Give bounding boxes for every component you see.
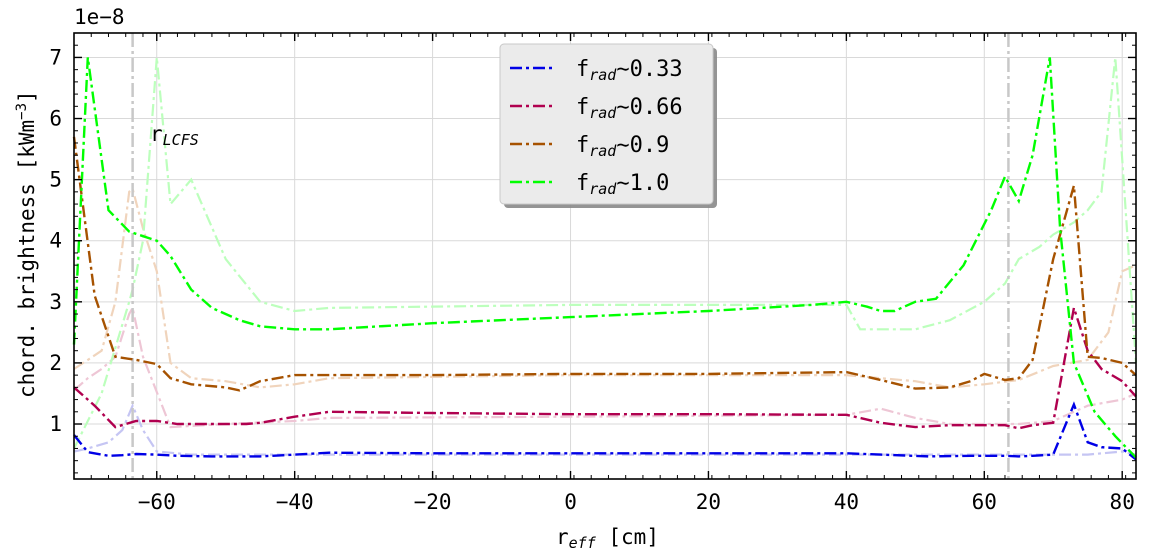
lcfs-annotation: rLCFS bbox=[150, 122, 199, 149]
legend-box bbox=[499, 43, 714, 205]
legend: frad∼0.33 frad∼0.66 frad∼0.9 frad∼1.0 bbox=[499, 43, 717, 208]
faint-series-line-2 bbox=[73, 186, 1137, 389]
legend-label-0: frad∼0.33 bbox=[576, 57, 683, 84]
offset-text: 1e−8 bbox=[74, 5, 125, 29]
x-axis-title: reff [cm] bbox=[556, 525, 659, 552]
plot-frame bbox=[73, 32, 1137, 480]
series-line-2 bbox=[72, 136, 1137, 392]
x-tick-label: 80 bbox=[1110, 490, 1135, 514]
x-tick-label: 40 bbox=[834, 490, 859, 514]
x-tick-label: 20 bbox=[696, 490, 721, 514]
faint-series-line-1 bbox=[73, 304, 1137, 429]
series-line-3 bbox=[72, 57, 1137, 459]
x-tick-label: −40 bbox=[276, 490, 314, 514]
x-tick-label: 0 bbox=[564, 490, 577, 514]
x-tick-label: 60 bbox=[972, 490, 997, 514]
faint-series-line-0 bbox=[73, 402, 1137, 456]
x-tick-label: −20 bbox=[414, 490, 452, 514]
y-tick-label: 3 bbox=[49, 290, 62, 314]
series-line-1 bbox=[73, 307, 1137, 430]
series-group bbox=[72, 57, 1137, 461]
y-tick-label: 6 bbox=[49, 107, 62, 131]
y-axis-title: chord. brightness [kWm−3] bbox=[14, 90, 39, 398]
legend-label-3: frad∼1.0 bbox=[576, 171, 669, 198]
y-tick-label: 2 bbox=[49, 351, 62, 375]
y-tick-label: 7 bbox=[49, 45, 62, 69]
faint-series-group bbox=[73, 57, 1138, 456]
x-tick-label: −60 bbox=[138, 490, 176, 514]
faint-series-line-3 bbox=[73, 57, 1138, 449]
tick-labels: −60 −40 −20 0 20 40 60 80 1 2 3 4 5 6 7 bbox=[49, 45, 1135, 514]
y-tick-label: 5 bbox=[49, 168, 62, 192]
y-tick-label: 1 bbox=[49, 412, 62, 436]
legend-label-1: frad∼0.66 bbox=[576, 95, 683, 122]
y-tick-label: 4 bbox=[49, 229, 62, 253]
series-line-0 bbox=[73, 401, 1137, 461]
legend-label-2: frad∼0.9 bbox=[576, 133, 669, 160]
tick-marks bbox=[73, 33, 1136, 479]
